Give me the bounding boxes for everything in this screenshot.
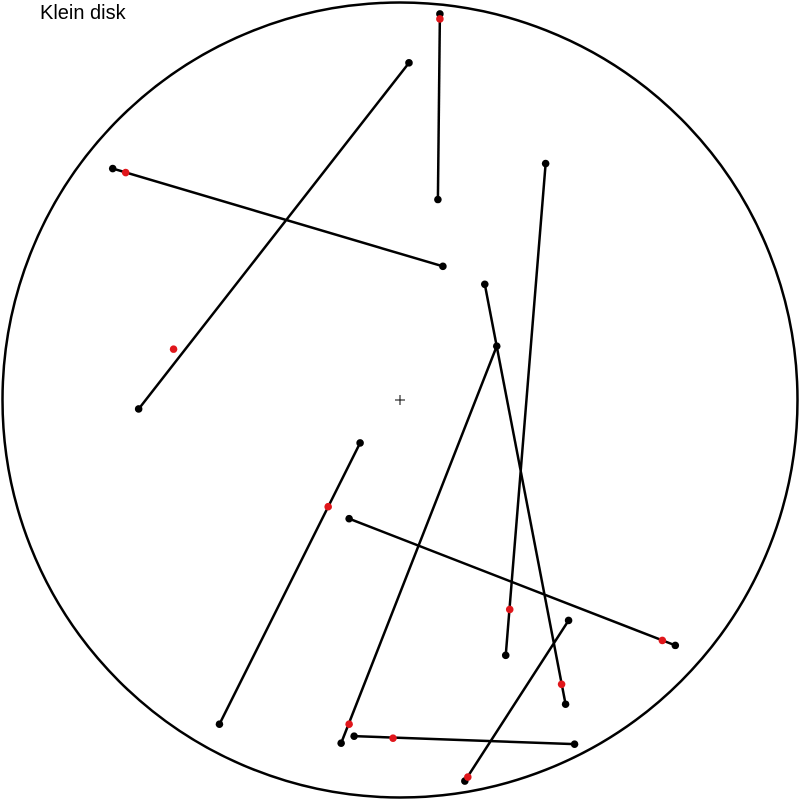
geodesic-segment[interactable] [461, 616, 573, 785]
segment-endpoint[interactable] [215, 720, 224, 728]
segment-marker[interactable] [169, 345, 178, 353]
segment-line [218, 442, 362, 725]
geodesic-segment[interactable] [501, 159, 550, 660]
segment-marker[interactable] [464, 773, 472, 781]
geodesic-segment[interactable] [480, 280, 570, 709]
segment-endpoint[interactable] [350, 732, 358, 740]
geodesic-segment[interactable] [215, 439, 364, 728]
segment-marker[interactable] [436, 15, 444, 23]
geodesic-segment[interactable] [108, 164, 447, 271]
segment-endpoint[interactable] [439, 262, 447, 271]
segment-marker[interactable] [505, 605, 514, 614]
segment-marker[interactable] [324, 502, 332, 511]
segment-endpoint[interactable] [671, 641, 680, 650]
segment-line [504, 163, 547, 656]
segment-endpoint[interactable] [434, 195, 442, 204]
segment-endpoint[interactable] [337, 739, 345, 747]
geodesic-segment[interactable] [134, 59, 413, 413]
geodesic-segment[interactable] [350, 732, 579, 748]
segment-line [483, 284, 567, 705]
segment-endpoint[interactable] [345, 514, 353, 523]
segment-line [137, 62, 410, 410]
segment-endpoint[interactable] [561, 700, 570, 709]
segment-endpoint[interactable] [564, 616, 573, 625]
page-title: Klein disk [40, 2, 126, 24]
segment-marker[interactable] [345, 720, 353, 728]
segment-endpoint[interactable] [108, 164, 117, 173]
segment-marker[interactable] [121, 168, 130, 177]
segment-endpoint[interactable] [541, 159, 550, 168]
geodesic-segment[interactable] [434, 10, 444, 204]
segment-line [354, 734, 575, 746]
segment-endpoint[interactable] [492, 342, 501, 350]
segment-line [463, 619, 570, 782]
segment-marker[interactable] [557, 680, 566, 689]
segment-endpoint[interactable] [501, 651, 510, 660]
segment-endpoint[interactable] [405, 59, 413, 67]
segment-endpoint[interactable] [480, 280, 489, 289]
geodesic-segments [108, 10, 680, 785]
segment-marker[interactable] [658, 636, 667, 645]
segment-endpoint[interactable] [570, 740, 579, 748]
segment-line [348, 517, 676, 647]
segment-endpoint[interactable] [356, 439, 364, 447]
segment-marker[interactable] [389, 734, 397, 742]
segment-line [112, 167, 444, 268]
geodesic-segment[interactable] [345, 514, 680, 650]
center-marker [395, 395, 405, 405]
segment-endpoint[interactable] [134, 405, 143, 413]
segment-line [436, 13, 442, 200]
